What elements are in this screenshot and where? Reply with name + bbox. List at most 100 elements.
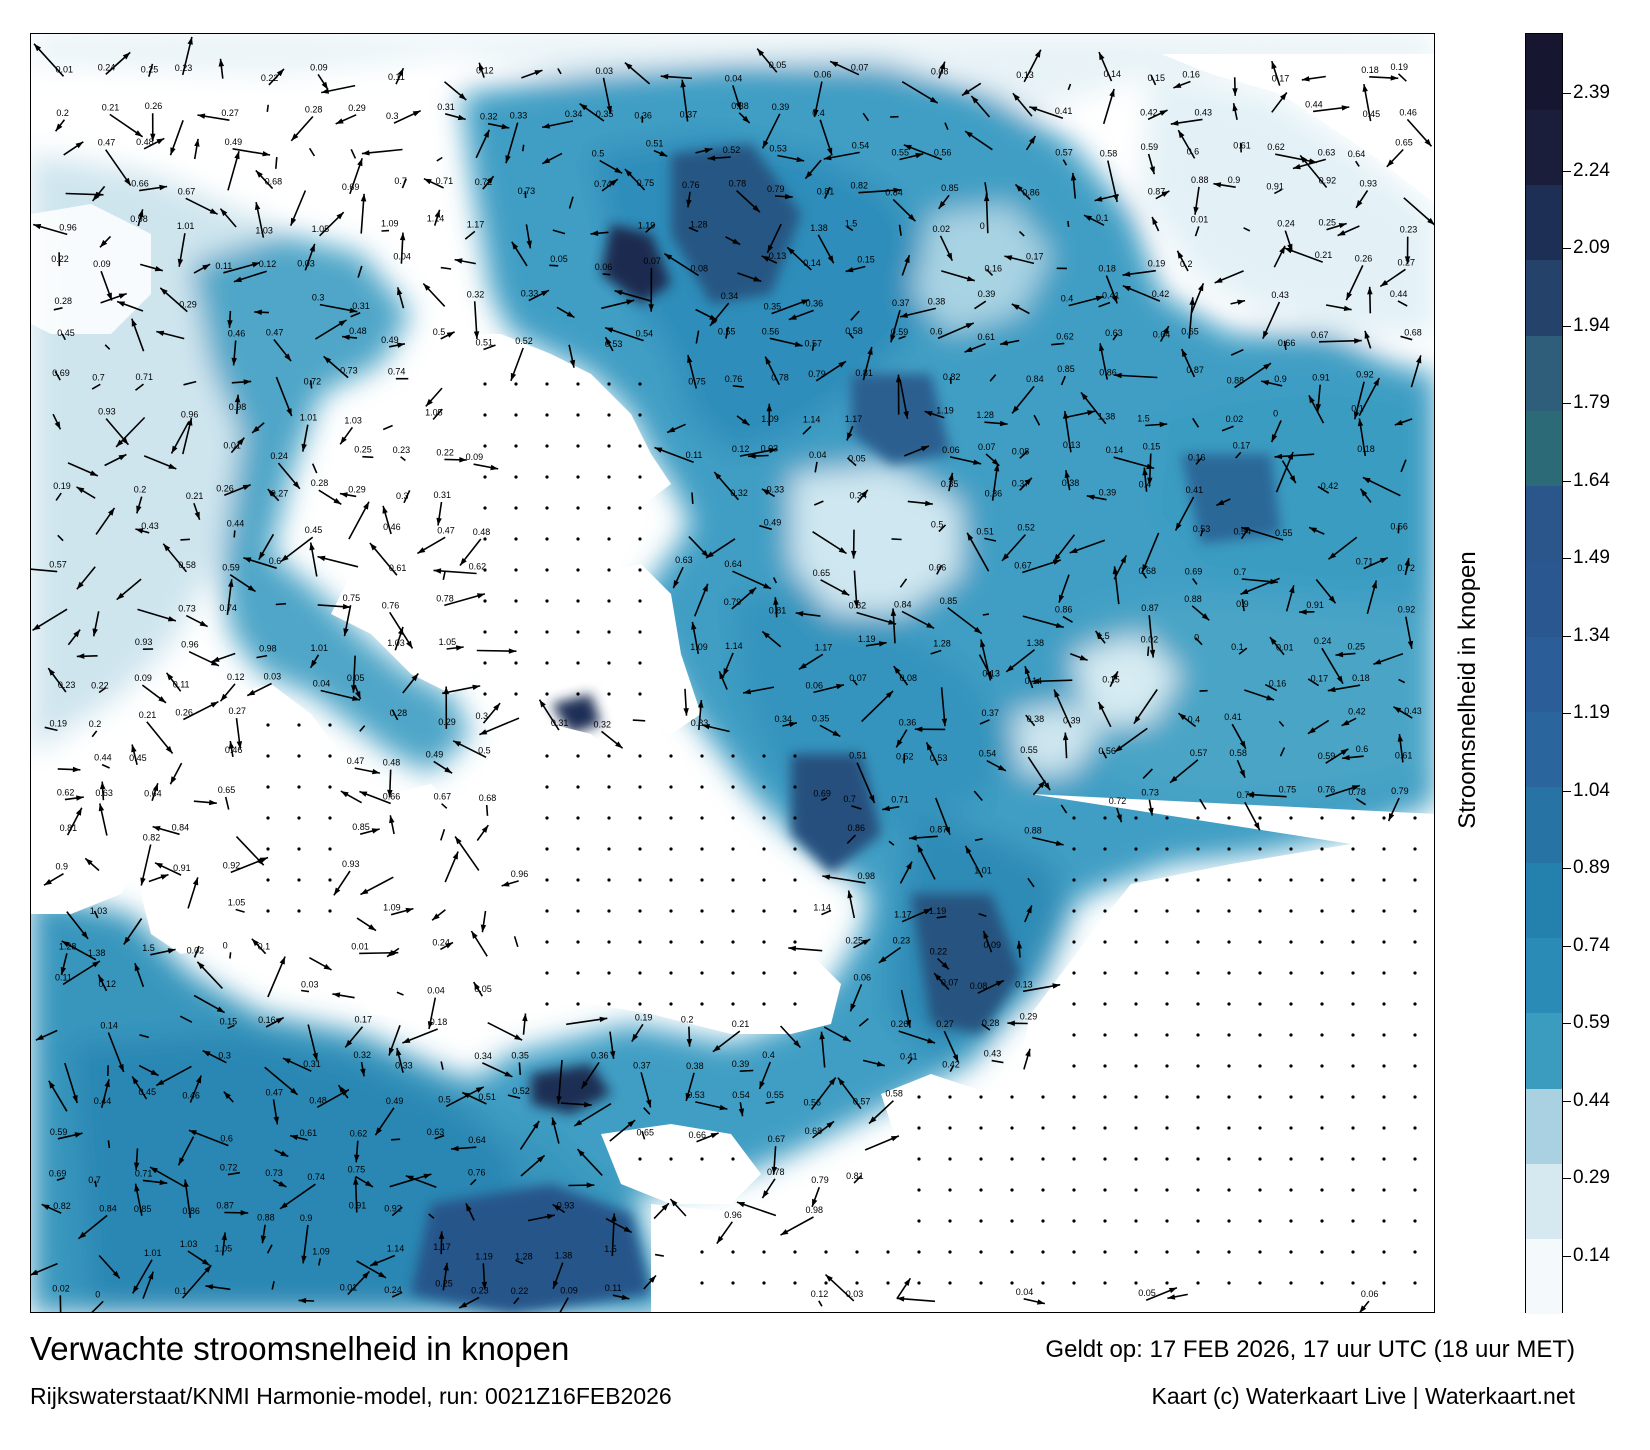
current-arrow (433, 568, 477, 575)
current-arrow (552, 1203, 566, 1214)
current-arrow (850, 310, 860, 321)
grid-dot (607, 506, 611, 510)
current-speed-map[interactable]: 0.01 0.24 0.25 0.23 0.22 0.09 0.11 0.12 0.03 0.04… (30, 33, 1435, 1313)
current-arrow (99, 235, 112, 248)
grid-dot (607, 568, 611, 572)
current-arrow (354, 1140, 360, 1163)
current-arrow (1335, 651, 1356, 658)
colorbar-tick-mark (1563, 480, 1571, 482)
grid-dot (297, 847, 301, 851)
current-arrow (862, 1059, 885, 1067)
speed-label: 0.51 (646, 139, 664, 149)
speed-label: 0.01 (340, 1283, 358, 1293)
speed-label: 0.28 (390, 708, 408, 718)
current-arrow (695, 147, 713, 154)
speed-label: 0.45 (305, 525, 323, 535)
current-arrow (246, 682, 272, 697)
current-arrow (1148, 615, 1156, 658)
speed-label: 0.01 (1191, 214, 1209, 224)
speed-label: 0.63 (427, 1127, 445, 1137)
current-arrow (1025, 714, 1036, 727)
speed-label: 0.55 (718, 327, 736, 337)
current-arrow (660, 73, 692, 80)
speed-label: 1.5 (604, 1244, 617, 1254)
grid-dot (762, 847, 766, 851)
current-arrow (182, 417, 193, 455)
grid-dot (1413, 1033, 1417, 1037)
grid-dot (948, 1126, 952, 1130)
current-arrow (196, 961, 223, 989)
grid-dot (607, 816, 611, 820)
grid-dot (1134, 816, 1138, 820)
current-arrow (643, 1274, 657, 1290)
grid-dot (793, 1002, 797, 1006)
current-arrow (1393, 706, 1413, 719)
speed-label: 0.52 (1017, 523, 1035, 533)
current-arrow (624, 61, 651, 85)
current-arrow (1397, 733, 1404, 763)
grid-dot (1258, 1095, 1262, 1099)
grid-dot (1227, 1157, 1231, 1161)
colorbar-tick-label: 0.89 (1573, 857, 1610, 878)
grid-dot (1289, 940, 1293, 944)
speed-label: 0.9 (1228, 175, 1241, 185)
speed-label: 0.12 (476, 66, 494, 76)
speed-label: 0.24 (432, 937, 450, 947)
speed-label: 0.48 (136, 137, 154, 147)
speed-label: 1.09 (690, 642, 708, 652)
current-arrow (631, 1023, 644, 1043)
grid-dot (1165, 816, 1169, 820)
current-arrow (349, 158, 363, 195)
current-arrow (914, 726, 946, 732)
current-arrow (551, 1117, 560, 1144)
speed-label: 0.5 (438, 1094, 451, 1104)
colorbar-band (1526, 335, 1562, 411)
current-arrow (693, 583, 709, 617)
grid-dot (1320, 1064, 1324, 1068)
speed-label: 0.56 (762, 326, 780, 336)
speed-label: 1.19 (936, 406, 954, 416)
grid-dot (762, 754, 766, 758)
current-arrow (1193, 186, 1200, 215)
grid-dot (762, 909, 766, 913)
grid-dot (1103, 971, 1107, 975)
speed-label: 0.58 (178, 560, 196, 570)
speed-label: 0.85 (1057, 364, 1075, 374)
current-arrow (131, 1076, 148, 1100)
current-arrow (360, 1061, 366, 1077)
current-arrow (438, 1231, 445, 1255)
speed-label: 0.28 (982, 1018, 1000, 1028)
grid-dot (1320, 816, 1324, 820)
current-arrow (1053, 689, 1072, 728)
current-arrow (1094, 630, 1106, 644)
grid-dot (1382, 1064, 1386, 1068)
current-arrow (568, 344, 576, 368)
current-arrow (1307, 678, 1320, 687)
current-arrow (1397, 73, 1407, 82)
speed-label: 1.03 (255, 226, 273, 236)
current-arrow (469, 1178, 477, 1186)
grid-dot (917, 1095, 921, 1099)
current-arrow (936, 564, 943, 575)
current-arrow (925, 742, 939, 766)
current-arrow (266, 1244, 273, 1254)
current-arrow (938, 61, 946, 79)
current-arrow (1273, 245, 1286, 268)
speed-label: 0.19 (1391, 62, 1409, 72)
grid-dot (979, 1250, 983, 1254)
speed-label: 0.85 (134, 1204, 152, 1214)
current-arrow (1147, 646, 1150, 656)
current-arrow (361, 148, 403, 156)
grid-dot (297, 785, 301, 789)
grid-dot (483, 413, 487, 417)
colorbar-tick-mark (1563, 1023, 1571, 1024)
current-arrow (1023, 1048, 1031, 1070)
grid-dot (1196, 1281, 1200, 1285)
grid-dot (1258, 878, 1262, 882)
current-arrow (820, 579, 850, 597)
current-arrow (1357, 418, 1367, 457)
grid-dot (483, 506, 487, 510)
current-arrow (142, 1179, 168, 1186)
grid-dot (576, 754, 580, 758)
grid-dot (1382, 1188, 1386, 1192)
